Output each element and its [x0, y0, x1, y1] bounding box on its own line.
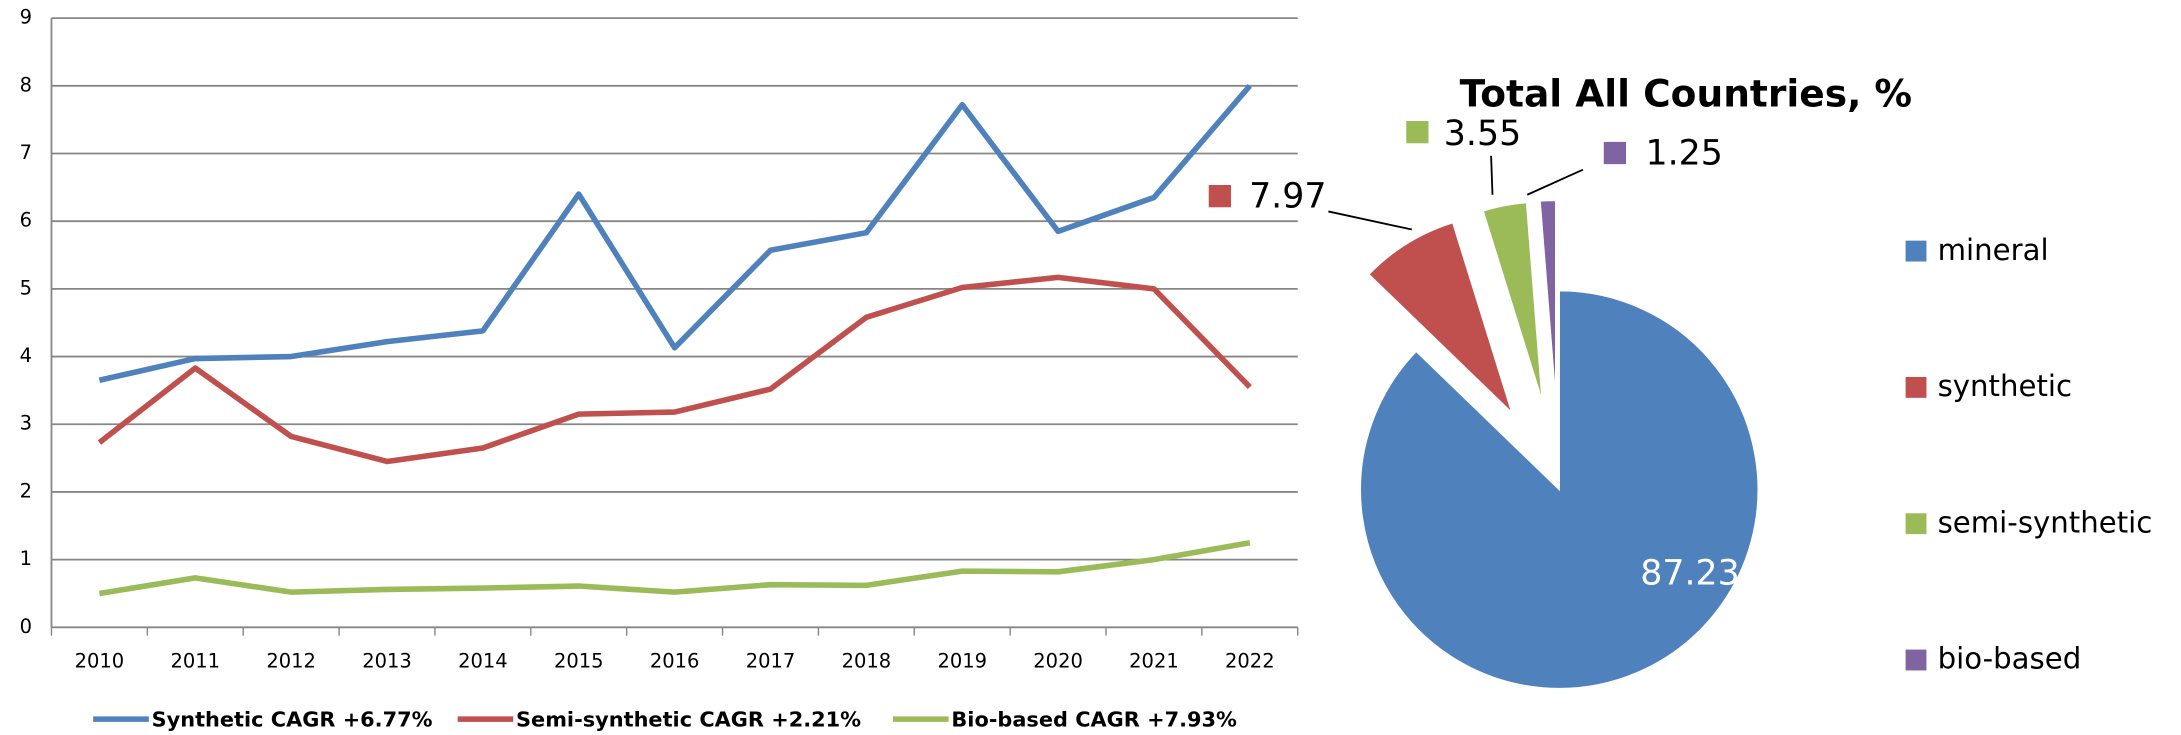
data-label: 3.55 [1444, 114, 1521, 154]
x-tick-label: 2013 [362, 650, 412, 673]
legend-swatch [1905, 240, 1927, 262]
label-swatch [1603, 141, 1627, 165]
pie-slice [1359, 290, 1759, 690]
legend-label: semi-synthetic [1938, 505, 2153, 539]
x-tick-label: 2019 [937, 650, 987, 673]
x-tick-label: 2012 [266, 650, 316, 673]
legend-label: Synthetic CAGR +6.77% [152, 708, 433, 732]
label-swatch [1208, 185, 1231, 208]
legend-swatch [1905, 513, 1927, 535]
y-tick-label: 0 [20, 615, 32, 638]
data-label: 7.97 [1249, 177, 1326, 217]
data-label: 1.25 [1645, 133, 1722, 173]
y-tick-label: 1 [20, 547, 32, 570]
y-tick-label: 2 [20, 479, 32, 502]
line-series [98, 83, 1252, 383]
line-series [97, 274, 1252, 465]
legend-swatch [1905, 376, 1927, 398]
legend-label: Bio-based CAGR +7.93% [951, 708, 1237, 732]
y-tick-label: 3 [20, 412, 32, 435]
legend-label: Semi-synthetic CAGR +2.21% [516, 708, 861, 732]
legend-label: mineral [1938, 233, 2049, 267]
y-tick-label: 9 [20, 6, 32, 29]
leader-line [1328, 210, 1412, 231]
legend-label: bio-based [1938, 642, 2082, 676]
y-tick-label: 8 [20, 73, 32, 96]
data-label: 87.23 [1640, 553, 1740, 593]
y-tick-label: 7 [20, 141, 32, 164]
legend-swatch [1905, 649, 1927, 671]
x-tick-label: 2010 [75, 650, 125, 673]
x-tick-label: 2011 [170, 650, 220, 673]
x-tick-label: 2018 [842, 650, 892, 673]
line-series [98, 539, 1251, 597]
legend-label: synthetic [1938, 369, 2072, 403]
pie-slice [1482, 201, 1543, 402]
x-tick-label: 2014 [458, 650, 508, 673]
y-tick-label: 5 [20, 276, 32, 299]
leader-line [1526, 168, 1584, 196]
pie-slice [1367, 221, 1513, 414]
leader-line [1490, 155, 1494, 195]
y-tick-label: 4 [20, 344, 32, 367]
x-tick-label: 2015 [554, 650, 604, 673]
label-swatch [1406, 121, 1429, 144]
x-tick-label: 2016 [650, 650, 700, 673]
x-tick-label: 2022 [1225, 650, 1275, 673]
x-tick-label: 2020 [1033, 650, 1083, 673]
x-tick-label: 2017 [746, 650, 796, 673]
y-tick-label: 6 [20, 209, 32, 232]
chart-title: Total All Countries, % [1460, 71, 1912, 115]
x-tick-label: 2021 [1129, 650, 1179, 673]
pie-slice [1539, 199, 1557, 400]
